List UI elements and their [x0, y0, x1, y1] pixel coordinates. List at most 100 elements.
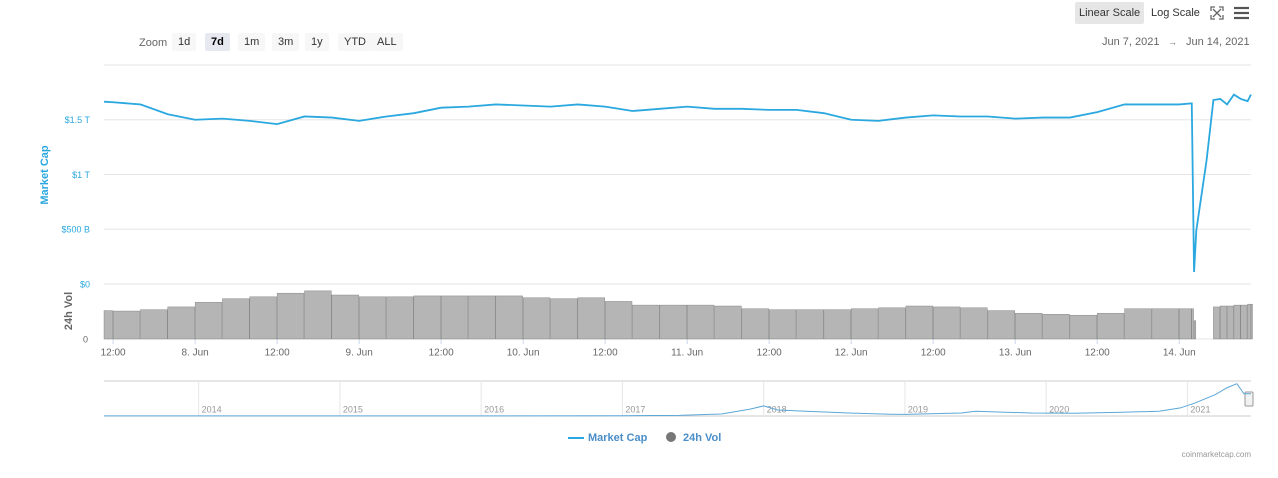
- zoom-button[interactable]: 3m: [272, 33, 300, 51]
- volume-bar: [851, 308, 879, 340]
- volume-bar: [304, 290, 332, 340]
- volume-bar: [796, 309, 824, 340]
- navigator-tick-label: 2014: [202, 404, 222, 414]
- x-tick-label: 12:00: [1085, 348, 1110, 359]
- volume-bar: [276, 292, 305, 340]
- volume-bar: [1226, 305, 1234, 340]
- legend-marker: [666, 432, 676, 442]
- volume-bar: [905, 305, 933, 340]
- navigator-tick-label: 2019: [908, 404, 928, 414]
- zoom-button[interactable]: ALL: [371, 33, 403, 51]
- volume-bar: [604, 301, 633, 340]
- volume-bar: [741, 308, 769, 340]
- volume-bar: [140, 309, 168, 340]
- volume-bar: [112, 310, 141, 340]
- y-axis-title: Market Cap: [39, 145, 51, 205]
- zoom-label: Zoom: [139, 37, 168, 49]
- volume-bar: [1179, 308, 1192, 340]
- volume-bar: [1124, 308, 1152, 340]
- volume-bar: [1213, 306, 1220, 340]
- legend-label[interactable]: Market Cap: [588, 432, 648, 444]
- volume-bar: [768, 309, 797, 340]
- y-tick-label: $1.5 T: [65, 115, 91, 125]
- x-tick-label: 11. Jun: [671, 348, 703, 359]
- range-end[interactable]: Jun 14, 2021: [1186, 36, 1250, 48]
- navigator-handle[interactable]: [1244, 391, 1254, 407]
- volume-bar: [249, 296, 277, 340]
- x-tick-label: 9. Jun: [346, 348, 373, 359]
- navigator-tick-label: 2015: [343, 404, 363, 414]
- navigator-tick-label: 2021: [1190, 404, 1210, 414]
- volume-bar: [686, 304, 715, 340]
- volume-bar: [1193, 320, 1197, 340]
- x-tick-label: 12:00: [757, 348, 782, 359]
- volume-bar: [577, 297, 605, 340]
- volume-bar: [222, 298, 250, 340]
- x-tick-label: 12:00: [265, 348, 290, 359]
- volume-bar: [550, 298, 578, 340]
- y-tick-label: $1 T: [72, 170, 90, 180]
- volume-bar: [358, 296, 387, 340]
- volume-bar: [960, 307, 988, 340]
- x-tick-label: 12:00: [429, 348, 454, 359]
- volume-bar: [1069, 314, 1097, 340]
- navigator-tick-label: 2016: [484, 404, 504, 414]
- volume-bar: [1097, 313, 1125, 340]
- scale-button[interactable]: Linear Scale: [1075, 2, 1145, 24]
- x-tick-label: 12:00: [593, 348, 618, 359]
- x-tick-label: 10. Jun: [507, 348, 540, 359]
- market-cap-line: [103, 93, 1252, 273]
- volume-bar: [1015, 313, 1043, 340]
- volume-bar: [659, 304, 687, 340]
- zoom-button[interactable]: 1d: [172, 33, 197, 51]
- volume-bar: [167, 306, 195, 340]
- y-tick-label: $500 B: [61, 225, 90, 235]
- volume-bar: [714, 305, 742, 340]
- y2-tick-label: 0: [83, 334, 88, 344]
- volume-bar: [103, 310, 113, 340]
- volume-bar: [1191, 308, 1194, 340]
- zoom-button[interactable]: YTD: [338, 33, 372, 51]
- volume-bar: [987, 310, 1015, 340]
- volume-bar: [194, 302, 223, 340]
- scale-button[interactable]: Log Scale: [1151, 7, 1200, 19]
- volume-bar: [1250, 303, 1253, 340]
- y-tick-label: $0: [80, 279, 90, 289]
- x-tick-label: 13. Jun: [999, 348, 1032, 359]
- x-tick-label: 14. Jun: [1163, 348, 1196, 359]
- credits: coinmarketcap.com: [1182, 450, 1252, 459]
- volume-bar: [1042, 314, 1070, 340]
- legend-label[interactable]: 24h Vol: [683, 432, 721, 444]
- volume-bar: [1220, 305, 1227, 340]
- volume-bar: [1233, 304, 1241, 340]
- menu-icon[interactable]: [1234, 6, 1249, 20]
- y2-axis-title: 24h Vol: [63, 292, 75, 330]
- volume-bar: [632, 304, 660, 340]
- x-tick-label: 12. Jun: [835, 348, 868, 359]
- range-start[interactable]: Jun 7, 2021: [1102, 36, 1160, 48]
- volume-bar: [386, 296, 414, 340]
- navigator-line: [104, 383, 1251, 417]
- navigator-tick-label: 2020: [1049, 404, 1069, 414]
- range-arrow: →: [1168, 37, 1177, 47]
- zoom-button[interactable]: 1m: [238, 33, 266, 51]
- zoom-button[interactable]: 7d: [205, 33, 230, 51]
- volume-bar: [933, 306, 961, 340]
- x-tick-label: 8. Jun: [181, 348, 208, 359]
- volume-bar: [440, 295, 469, 340]
- zoom-button[interactable]: 1y: [305, 33, 329, 51]
- volume-bar: [495, 295, 523, 340]
- fullscreen-icon[interactable]: [1210, 6, 1224, 20]
- volume-bar: [1151, 308, 1179, 340]
- volume-bar: [522, 297, 551, 340]
- navigator-tick-label: 2017: [625, 404, 645, 414]
- volume-bar: [468, 295, 496, 340]
- volume-bar: [878, 307, 906, 340]
- volume-bar: [413, 295, 441, 340]
- volume-bar: [1240, 304, 1248, 340]
- x-tick-label: 12:00: [921, 348, 946, 359]
- x-tick-label: 12:00: [101, 348, 126, 359]
- volume-bar: [823, 309, 851, 340]
